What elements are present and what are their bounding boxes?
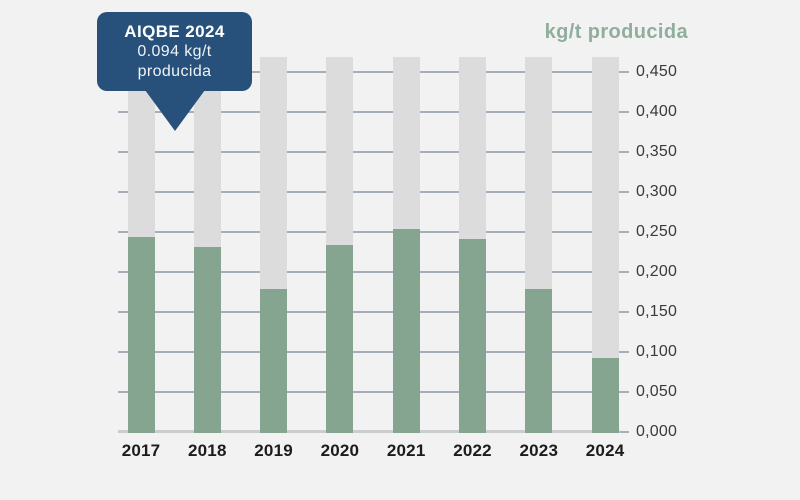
chart-title: kg/t producida (544, 21, 688, 43)
x-axis-line (118, 430, 620, 433)
y-tick-icon (620, 111, 629, 113)
bar-2018 (193, 247, 221, 433)
y-tick-icon (620, 151, 629, 153)
bar-2020 (326, 245, 354, 433)
bar-2022 (459, 239, 486, 433)
gridline (118, 151, 620, 153)
gridline (118, 311, 620, 313)
y-tick-icon (620, 231, 629, 233)
y-axis-label: 0,100 (636, 343, 678, 360)
callout-tooltip: AIQBE 2024 0.094 kg/t producida (97, 12, 252, 131)
y-axis-label: 0,350 (636, 143, 678, 160)
bar-2017 (127, 237, 155, 433)
bar-2021 (392, 229, 420, 433)
x-axis-label: 2021 (386, 441, 426, 460)
bar-2023 (525, 289, 553, 433)
y-axis-label: 0,050 (636, 383, 678, 400)
callout-unit: producida (137, 63, 212, 80)
gridline (118, 391, 620, 393)
x-axis-label: 2024 (585, 441, 625, 460)
bar-column-2021: 2021 (387, 57, 425, 460)
y-tick-icon (620, 391, 629, 393)
y-tick-icon (620, 351, 629, 353)
y-tick-icon (620, 431, 629, 433)
callout-value: 0.094 kg/t (137, 43, 212, 60)
gridline (118, 191, 620, 193)
y-tick-icon (620, 191, 629, 193)
bar-column-2019: 2019 (254, 57, 293, 460)
x-axis-label: 2022 (453, 441, 492, 460)
gridline (118, 71, 620, 73)
y-tick-icon (620, 311, 629, 313)
gridline (118, 351, 620, 353)
gridline (118, 271, 620, 273)
callout-title: AIQBE 2024 (124, 22, 225, 41)
callout-pointer-icon (145, 90, 205, 131)
x-axis-label: 2020 (320, 441, 360, 460)
bar-2024 (591, 357, 619, 433)
y-axis-label: 0,250 (636, 223, 678, 240)
x-axis-label: 2019 (254, 441, 293, 460)
bar-column-2023: 2023 (519, 57, 558, 460)
y-axis-label: 0,200 (636, 263, 678, 280)
x-axis-label: 2017 (121, 441, 161, 460)
x-axis-label: 2018 (187, 441, 227, 460)
y-axis-label: 0,450 (636, 63, 678, 80)
y-tick-icon (620, 71, 629, 73)
y-axis-label: 0,150 (636, 303, 678, 320)
y-axis-label: 0,400 (636, 103, 678, 120)
bar-column-2024: 2024 (586, 57, 624, 460)
gridline (118, 111, 620, 113)
x-axis-label: 2023 (519, 441, 559, 460)
y-axis-label: 0,000 (636, 423, 678, 440)
y-axis-label: 0,300 (636, 183, 678, 200)
y-tick-icon (620, 271, 629, 273)
bar-column-2020: 2020 (321, 57, 359, 460)
bar-column-2022: 2022 (453, 57, 492, 460)
bar-2019 (260, 289, 288, 433)
gridline (118, 231, 620, 233)
